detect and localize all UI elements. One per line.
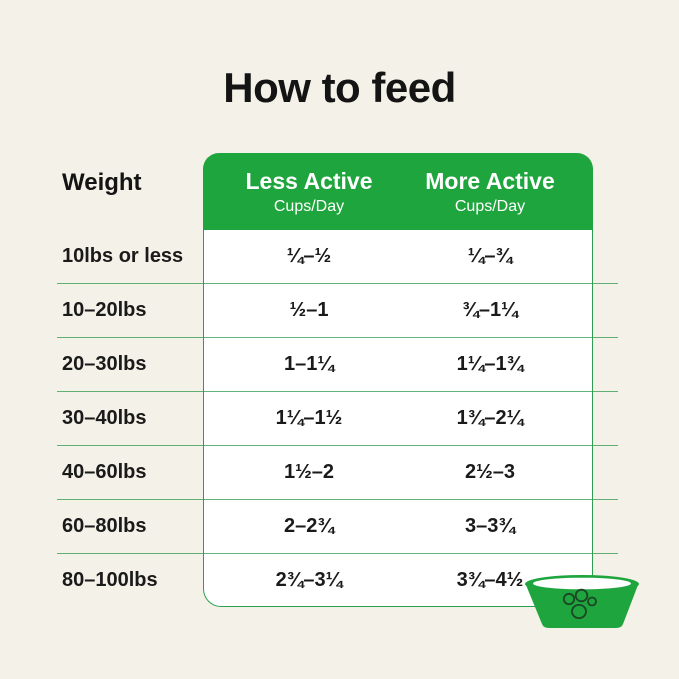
dog-bowl-icon	[525, 575, 639, 628]
table-row: 10lbs or less ¼–½ ¼–¾	[57, 230, 618, 284]
table-rows: 10lbs or less ¼–½ ¼–¾ 10–20lbs ½–1 ¾–1¼ …	[57, 230, 618, 607]
row-weight-label: 10–20lbs	[62, 299, 147, 321]
row-more-active-value: 3–3¾	[464, 515, 516, 537]
row-weight-label: 20–30lbs	[62, 353, 147, 375]
row-more-active-value: 1¾–2¼	[456, 407, 524, 429]
column-header-sublabel: Cups/Day	[454, 197, 526, 215]
row-weight-label: 10lbs or less	[62, 245, 184, 267]
column-header-label: More Active	[425, 167, 555, 194]
row-more-active-value: 1¼–1¾	[456, 353, 524, 375]
row-weight-label: 80–100lbs	[62, 569, 158, 591]
column-header-sublabel: Cups/Day	[273, 197, 345, 215]
row-weight-label: 30–40lbs	[62, 407, 147, 429]
table-row: 60–80lbs 2–2¾ 3–3¾	[57, 500, 618, 554]
row-less-active-value: ½–1	[289, 299, 329, 321]
row-weight-label: 60–80lbs	[62, 515, 147, 537]
paw-print-icon	[562, 588, 597, 619]
weight-column-header: Weight	[62, 169, 142, 196]
row-more-active-value: 3¾–4½	[456, 569, 524, 591]
row-less-active-value: ¼–½	[286, 245, 332, 267]
column-header-more-active: More Active Cups/Day	[415, 168, 565, 216]
row-less-active-value: 2¾–3¼	[275, 569, 343, 591]
page-title: How to feed	[223, 64, 456, 111]
row-less-active-value: 1½–2	[283, 461, 335, 483]
table-body-panel	[203, 230, 593, 607]
row-weight-label: 40–60lbs	[62, 461, 147, 483]
row-less-active-value: 1–1¼	[283, 353, 335, 375]
table-row: 80–100lbs 2¾–3¼ 3¾–4½	[57, 554, 618, 607]
row-more-active-value: 2½–3	[464, 461, 516, 483]
row-more-active-value: ¾–1¼	[462, 299, 518, 321]
row-less-active-value: 1¼–1½	[275, 407, 343, 429]
column-header-less-active: Less Active Cups/Day	[203, 168, 415, 216]
table-row: 30–40lbs 1¼–1½ 1¾–2¼	[57, 392, 618, 446]
row-more-active-value: ¼–¾	[467, 245, 513, 267]
row-less-active-value: 2–2¾	[283, 515, 335, 537]
table-header: Less Active Cups/Day More Active Cups/Da…	[203, 153, 593, 230]
table-row: 20–30lbs 1–1¼ 1¼–1¾	[57, 338, 618, 392]
table-row: 40–60lbs 1½–2 2½–3	[57, 446, 618, 500]
table-row: 10–20lbs ½–1 ¾–1¼	[57, 284, 618, 338]
column-header-label: Less Active	[245, 167, 373, 194]
